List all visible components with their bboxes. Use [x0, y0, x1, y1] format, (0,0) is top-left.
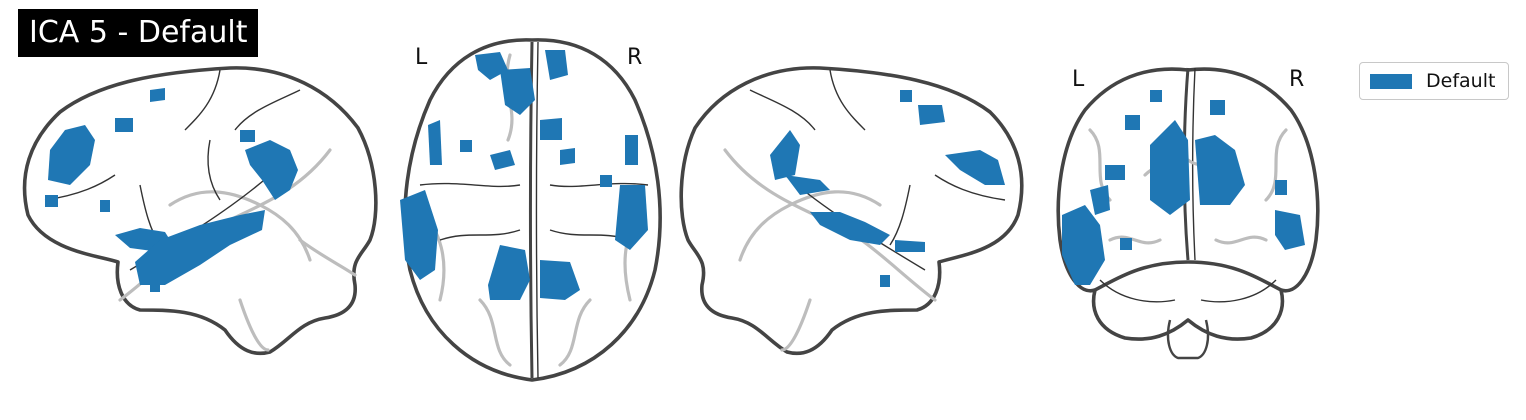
- contour-line: [298, 238, 357, 277]
- sagittal-right-view: [679, 66, 1024, 356]
- sulcus-line: [234, 89, 301, 131]
- contour-line: [780, 298, 812, 352]
- activation-blobs: [1062, 90, 1305, 285]
- sagittal-left-view: [22, 66, 378, 356]
- sulcus-line: [889, 184, 911, 246]
- activation-blobs: [400, 50, 648, 300]
- sulcus-line: [439, 229, 521, 241]
- contour-line: [1264, 128, 1288, 202]
- sulcus-line: [1099, 279, 1176, 303]
- activation-blobs: [770, 90, 1005, 287]
- contour-line: [1214, 235, 1268, 245]
- midline-fissure: [535, 41, 539, 379]
- activation-blobs: [45, 88, 298, 292]
- brain-outline: [403, 38, 662, 382]
- axial-left-label: L: [415, 45, 428, 70]
- coronal-left-label: L: [1072, 67, 1085, 92]
- brainstem-outline: [1166, 319, 1210, 360]
- sulcus-line: [419, 182, 521, 188]
- contour-line: [738, 190, 882, 262]
- cerebellum-outline: [1091, 289, 1285, 341]
- contour-line: [238, 298, 270, 352]
- brain-outline: [679, 66, 1024, 356]
- sulcus-line: [184, 69, 221, 131]
- coronal-right-label: R: [1289, 67, 1305, 92]
- sulcus-line: [549, 182, 649, 188]
- contour-line: [558, 298, 592, 367]
- sulcus-line: [1200, 279, 1277, 303]
- midline-fissure: [1192, 67, 1196, 261]
- legend: Default: [1359, 62, 1509, 100]
- sulcus-line: [829, 69, 866, 131]
- legend-swatch: [1370, 73, 1412, 89]
- contour-line: [1108, 235, 1162, 245]
- axial-view: [400, 38, 662, 382]
- sulcus-line: [934, 174, 1006, 201]
- brain-outline: [1056, 67, 1320, 293]
- sulcus-line: [207, 139, 221, 201]
- figure-title: ICA 5 - Default: [18, 9, 259, 57]
- sulcus-line: [749, 89, 816, 131]
- axial-right-label: R: [627, 45, 643, 70]
- brain-outline: [22, 66, 378, 356]
- contour-line: [168, 190, 312, 262]
- legend-label: Default: [1426, 70, 1496, 92]
- contour-line: [478, 298, 512, 367]
- coronal-view: [1056, 67, 1320, 360]
